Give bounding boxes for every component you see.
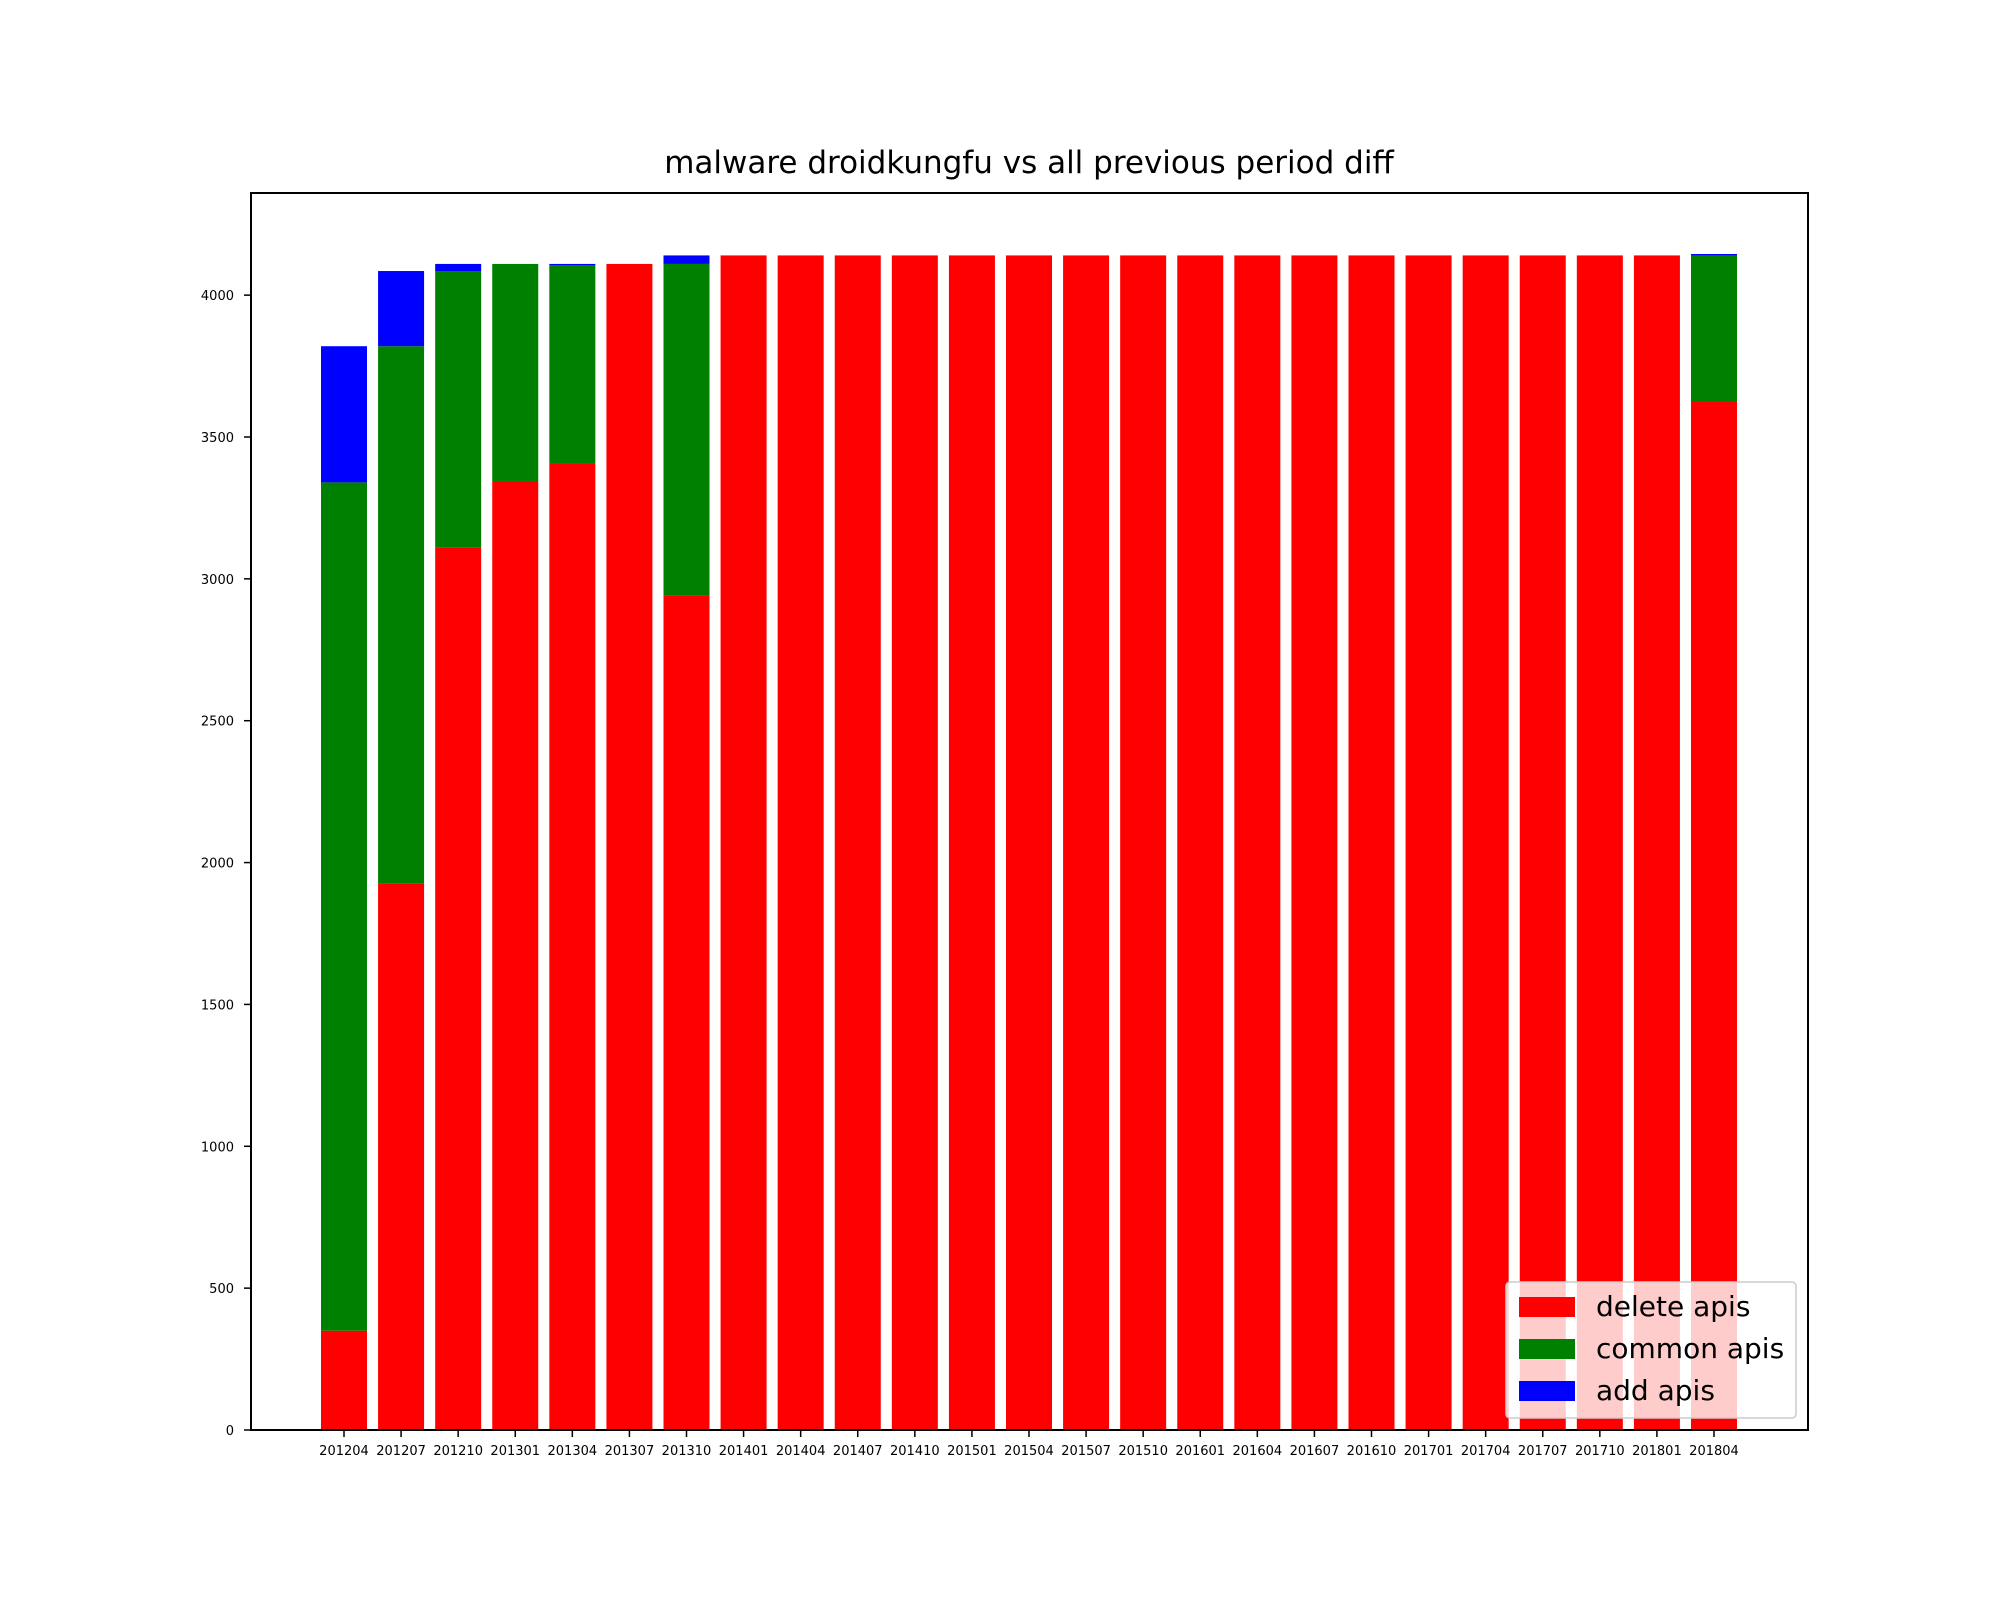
x-tick-label: 201310 [662,1444,712,1459]
bar-common-apis-201204 [321,482,367,1331]
bar-delete-apis-201310 [663,595,710,1430]
x-axis: 201204 201207 201210 201301 201304 201307 2013… [319,1430,1739,1459]
bar-add-apis-201804 [1691,254,1737,256]
x-tick-label: 201304 [548,1444,598,1459]
legend: delete apis common apis add apis [1505,1281,1797,1419]
x-tick-label: 201504 [1004,1444,1054,1459]
bar-delete-apis-201510 [1120,255,1167,1430]
bar-delete-apis-201610 [1348,255,1395,1430]
bar-delete-apis-201607 [1291,255,1338,1430]
bar-delete-apis-201604 [1234,255,1281,1430]
bar-delete-apis-201307 [606,263,653,1431]
x-tick-label: 201307 [605,1444,655,1459]
bar-delete-apis-201701 [1405,255,1452,1430]
bar-delete-apis-201601 [1177,255,1224,1430]
y-tick-label: 1000 [201,1140,234,1155]
x-tick-label: 201707 [1518,1444,1568,1459]
x-tick-label: 201510 [1118,1444,1168,1459]
x-tick-label: 201610 [1347,1444,1397,1459]
x-tick-label: 201301 [490,1444,540,1459]
x-tick-label: 201404 [776,1444,826,1459]
bar-delete-apis-201401 [720,255,767,1430]
legend-label-add-apis: add apis [1596,1374,1715,1407]
x-tick-label: 201710 [1575,1444,1625,1459]
legend-swatch-common-apis [1519,1339,1575,1359]
bars-layer [321,254,1737,1431]
bar-delete-apis-201507 [1063,255,1110,1430]
legend-label-delete-apis: delete apis [1596,1290,1750,1323]
x-tick-label: 201804 [1689,1444,1739,1459]
bar-delete-apis-201704 [1462,255,1509,1430]
legend-box [1505,1281,1797,1419]
bar-delete-apis-201301 [492,480,539,1431]
bar-add-apis-201204 [321,346,367,483]
bar-delete-apis-201407 [834,255,881,1430]
y-tick-label: 2500 [201,715,234,730]
chart-title: malware droidkungfu vs all previous peri… [664,145,1394,181]
x-tick-label: 201604 [1233,1444,1283,1459]
x-tick-label: 201601 [1175,1444,1225,1459]
bar-common-apis-201804 [1691,255,1737,402]
bar-add-apis-201210 [435,263,482,272]
bar-common-apis-201301 [492,263,539,481]
x-tick-label: 201701 [1404,1444,1454,1459]
bar-common-apis-201210 [435,271,482,548]
bar-delete-apis-201707 [1519,255,1566,1430]
bar-add-apis-201207 [378,271,425,347]
y-tick-label: 1500 [201,998,234,1013]
x-tick-label: 201407 [833,1444,883,1459]
legend-swatch-add-apis [1519,1381,1575,1401]
x-tick-label: 201204 [319,1444,369,1459]
x-tick-label: 201704 [1461,1444,1511,1459]
y-tick-label: 3000 [201,573,234,588]
bar-add-apis-201304 [549,263,596,266]
y-tick-label: 0 [226,1424,234,1439]
bar-delete-apis-201210 [435,547,482,1430]
bar-add-apis-201310 [663,255,710,264]
bar-delete-apis-201801 [1633,255,1680,1430]
legend-label-common-apis: common apis [1596,1332,1784,1365]
bar-delete-apis-201710 [1576,255,1623,1430]
x-tick-label: 201210 [433,1444,483,1459]
bar-delete-apis-201207 [378,883,425,1430]
x-tick-label: 201801 [1632,1444,1682,1459]
legend-swatch-delete-apis [1519,1297,1575,1317]
y-axis: 0 500 1000 1500 2000 2500 3000 3500 4000 [201,289,251,1439]
bar-delete-apis-201804 [1691,401,1737,1430]
bar-common-apis-201310 [663,263,710,596]
bar-delete-apis-201504 [1006,255,1052,1430]
x-tick-label: 201501 [947,1444,997,1459]
y-tick-label: 3500 [201,431,234,446]
bar-delete-apis-201501 [948,255,995,1430]
y-tick-label: 2000 [201,857,234,872]
bar-common-apis-201304 [549,265,596,464]
bar-delete-apis-201410 [891,255,938,1430]
bar-delete-apis-201404 [777,255,824,1430]
x-tick-label: 201401 [719,1444,769,1459]
x-tick-label: 201607 [1290,1444,1340,1459]
y-tick-label: 4000 [201,289,234,304]
x-tick-label: 201207 [376,1444,426,1459]
bar-delete-apis-201304 [549,463,596,1430]
x-tick-label: 201410 [890,1444,940,1459]
y-tick-label: 500 [209,1282,234,1297]
bar-delete-apis-201204 [321,1330,367,1430]
bar-common-apis-201207 [378,346,425,884]
x-tick-label: 201507 [1061,1444,1111,1459]
